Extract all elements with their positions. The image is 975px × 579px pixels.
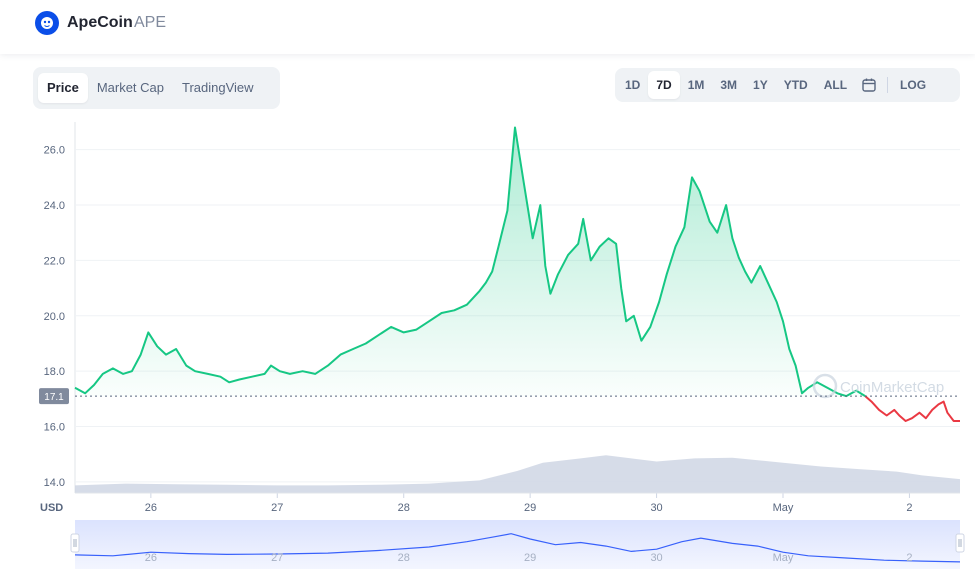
range-3m-button[interactable]: 3M: [720, 78, 738, 92]
y-tick-label: 26.0: [44, 145, 65, 157]
navigator-left-handle[interactable]: [70, 533, 80, 553]
navigator-tick-label: 26: [145, 552, 157, 564]
reference-price: 17.1: [39, 388, 960, 405]
tab-price[interactable]: Price: [38, 73, 88, 103]
coin-symbol: APE: [134, 14, 167, 31]
reference-price-badge: [39, 388, 69, 405]
calendar-icon[interactable]: [855, 71, 883, 99]
price-area-fill: [75, 127, 866, 397]
price-lines: [74, 126, 960, 422]
x-tick-label: 28: [398, 502, 410, 514]
range-all-button[interactable]: ALL: [823, 78, 848, 92]
coin-header: ApeCoin APE: [0, 0, 975, 54]
currency-label: USD: [40, 502, 63, 514]
navigator-tick-label: 30: [650, 552, 662, 564]
tab-tradingview[interactable]: TradingView: [182, 80, 254, 95]
range-divider: [887, 77, 889, 93]
x-tick-label: 2: [906, 502, 912, 514]
navigator-tick-label: 27: [271, 552, 283, 564]
watermark: CoinMarketCap: [812, 373, 944, 399]
navigator-tick-label: May: [773, 552, 794, 564]
x-tick-label: 26: [145, 502, 157, 514]
log-scale-button[interactable]: LOG: [900, 78, 927, 92]
range-7d-button[interactable]: 7D: [648, 71, 680, 99]
x-tick-label: 29: [524, 502, 536, 514]
navigator-tick-label: 29: [524, 552, 536, 564]
volume-bars: [75, 455, 960, 493]
volume-area: [75, 455, 960, 493]
y-tick-label: 16.0: [44, 422, 65, 434]
y-axis: 26.0 24.0 22.0 20.0 18.0 16.0 14.0: [44, 145, 65, 489]
navigator-tick-label: 2: [906, 552, 912, 564]
view-tabs: Price Market Cap TradingView: [33, 67, 280, 109]
x-axis: 26 27 28 29 30 May 2: [75, 492, 960, 514]
tab-market-cap[interactable]: Market Cap: [96, 80, 165, 95]
x-tick-label: May: [773, 502, 794, 514]
time-range-selector: 1D 7D 1M 3M 1Y YTD ALL LOG: [615, 68, 960, 102]
coin-name: ApeCoin: [67, 14, 133, 31]
reference-price-label: 17.1: [44, 392, 64, 403]
range-1m-button[interactable]: 1M: [687, 78, 705, 92]
y-tick-label: 22.0: [44, 255, 65, 267]
navigator-line: [74, 533, 961, 563]
x-tick-label: 30: [650, 502, 662, 514]
range-ytd-button[interactable]: YTD: [783, 78, 808, 92]
price-area: [75, 127, 866, 397]
price-line-up: [74, 126, 866, 398]
navigator-right-handle[interactable]: [955, 533, 965, 553]
price-line-down: [864, 395, 960, 422]
y-tick-label: 20.0: [44, 311, 65, 323]
apecoin-logo-icon: [35, 11, 59, 35]
y-tick-label: 14.0: [44, 477, 65, 489]
navigator-tick-label: 28: [398, 552, 410, 564]
y-tick-label: 18.0: [44, 366, 65, 378]
range-1y-button[interactable]: 1Y: [753, 78, 768, 92]
range-1d-button[interactable]: 1D: [625, 78, 641, 92]
y-tick-label: 24.0: [44, 200, 65, 212]
x-tick-label: 27: [271, 502, 283, 514]
range-navigator[interactable]: 26 27 28 29 30 May 2: [70, 520, 965, 569]
navigator-window[interactable]: [75, 520, 960, 569]
watermark-text: CoinMarketCap: [840, 379, 944, 396]
